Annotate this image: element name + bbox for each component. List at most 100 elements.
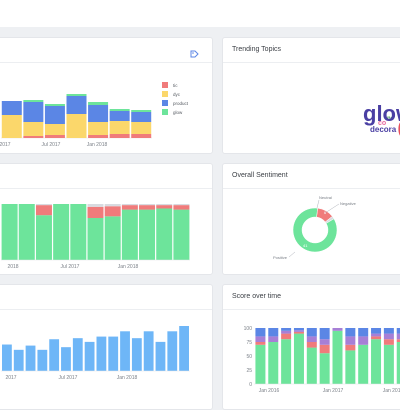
legend-item-product[interactable]: product — [162, 99, 188, 107]
x-tick-label: Jan 2018 — [383, 388, 400, 394]
donut-slice-positive — [292, 207, 338, 253]
bar-segment-negative — [281, 333, 292, 340]
volume-bar — [108, 336, 119, 371]
bar-segment-negative — [319, 344, 330, 354]
bar-segment-positive — [121, 209, 138, 260]
topics-stacked-bar-chart: 2017 Jul 2017 Jan 2018 — [0, 94, 152, 148]
bar-segment-neutral — [121, 204, 138, 206]
bar-segment-negative — [293, 331, 304, 334]
bar-segment-product — [109, 111, 130, 121]
bar-segment-other — [358, 328, 369, 337]
bar-segment-positive — [104, 216, 121, 260]
overall-sentiment-title: Overall Sentiment — [232, 172, 288, 179]
x-tick-label: 2017 — [0, 142, 11, 148]
card-divider — [0, 188, 212, 189]
volume-bar — [25, 345, 36, 371]
bar-segment-other — [319, 328, 330, 340]
sentiment-chart-card: 2018 Jul 2017 Jan 2018 — [0, 163, 213, 275]
bar-segment-tic — [23, 136, 44, 138]
x-tick-label: Jan 2018 — [117, 375, 138, 381]
trending-topics-title: Trending Topics — [232, 46, 282, 53]
bar-segment-positive — [35, 215, 52, 260]
bar-segment-dyc — [88, 122, 109, 135]
legend-swatch — [162, 109, 168, 115]
x-tick-label: Jul 2017 — [61, 264, 80, 270]
bar-segment-negative — [383, 339, 394, 345]
y-tick-label: 0 — [249, 382, 252, 388]
legend-item-glow[interactable]: glow — [162, 108, 188, 116]
negative-label: Negative — [340, 201, 357, 206]
top-bar — [0, 0, 400, 27]
tag-icon[interactable] — [190, 45, 199, 63]
overall-sentiment-card: Overall Sentiment Neutral Negative Posit… — [222, 163, 400, 275]
card-divider — [0, 62, 212, 63]
bar-segment-product — [131, 112, 152, 122]
legend-label: tic — [173, 82, 178, 88]
bar-segment-positive — [345, 350, 356, 384]
bar-segment-neutral — [87, 204, 104, 207]
positive-label: Positive — [273, 255, 288, 260]
bar-segment-positive — [53, 204, 70, 260]
bar-segment-positive — [319, 353, 330, 384]
bar-segment-negative — [173, 205, 190, 210]
legend-item-dyc[interactable]: dyc — [162, 90, 188, 98]
volume-bar — [131, 338, 142, 371]
x-tick-label: 2018 — [7, 264, 18, 270]
volume-bar-chart: 2017 Jul 2017 Jan 2018 — [1, 326, 190, 381]
x-tick-label: Jul 2017 — [42, 142, 61, 148]
score-over-time-title: Score over time — [232, 293, 282, 300]
bar-segment-positive — [371, 339, 382, 384]
bar-segment-neutral — [156, 204, 173, 206]
volume-bar — [155, 341, 166, 371]
volume-bar — [179, 326, 189, 371]
y-tick-label: 75 — [246, 340, 252, 346]
bar-segment-glow — [66, 94, 87, 96]
bar-segment-product — [23, 102, 44, 122]
bar-segment-glow — [44, 104, 65, 106]
card-divider — [0, 309, 212, 310]
bar-segment-product — [66, 96, 87, 114]
bar-segment-product — [1, 101, 22, 115]
bar-segment-dyc — [23, 122, 44, 136]
bar-segment-other — [268, 328, 279, 337]
bar-segment-negative — [156, 205, 173, 209]
legend-label: glow — [173, 109, 183, 115]
y-tick-label: 50 — [246, 354, 252, 360]
x-tick-label: Jan 2017 — [323, 388, 344, 394]
bar-segment-positive — [293, 333, 304, 384]
bar-segment-negative — [139, 205, 156, 210]
volume-bar — [49, 339, 60, 371]
word-cloud-word: glow — [363, 101, 400, 126]
topics-chart-card: 2017 Jul 2017 Jan 2018 tic dyc product glo… — [0, 37, 213, 154]
bar-segment-other — [293, 328, 304, 331]
bar-segment-positive — [268, 342, 279, 384]
card-divider — [223, 62, 400, 63]
bar-segment-other — [396, 328, 400, 334]
positive-value-label: 41 — [303, 243, 308, 248]
leader-line — [288, 251, 296, 258]
bar-segment-dyc — [1, 115, 22, 138]
legend-swatch — [162, 100, 168, 106]
volume-bar — [37, 349, 48, 371]
neutral-label: Neutral — [319, 195, 332, 200]
volume-bar — [143, 331, 154, 371]
bar-segment-mixed — [293, 330, 304, 332]
volume-bar — [96, 336, 107, 371]
volume-bar — [167, 331, 178, 371]
bar-segment-dyc — [66, 114, 87, 138]
bar-segment-neutral — [104, 204, 121, 207]
bar-segment-glow — [131, 110, 152, 112]
bar-segment-mixed — [332, 328, 343, 331]
bar-segment-other — [281, 328, 292, 331]
bar-segment-positive — [1, 204, 18, 260]
volume-bar — [84, 341, 95, 371]
bar-segment-positive — [306, 347, 317, 384]
bar-segment-dyc — [131, 122, 152, 134]
volume-bar — [2, 344, 12, 371]
legend-item-tic[interactable]: tic — [162, 81, 188, 89]
word-cloud-word: co — [378, 120, 386, 127]
bar-segment-negative — [121, 205, 138, 210]
volume-bar — [72, 338, 83, 371]
bar-segment-positive — [255, 344, 266, 384]
sentiment-donut-chart: Neutral Negative Positive 6 41 — [273, 195, 357, 260]
